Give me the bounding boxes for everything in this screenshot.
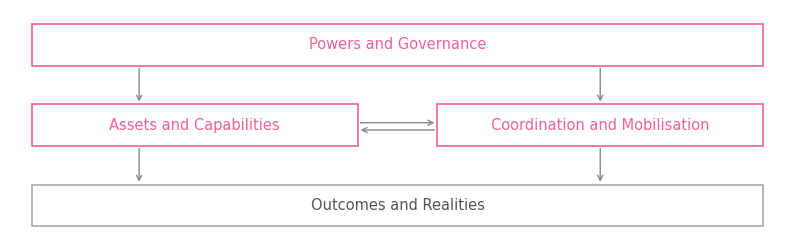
FancyBboxPatch shape (32, 185, 763, 226)
Text: Powers and Governance: Powers and Governance (308, 37, 487, 52)
Text: Assets and Capabilities: Assets and Capabilities (110, 118, 280, 133)
FancyBboxPatch shape (437, 104, 763, 146)
Text: Coordination and Mobilisation: Coordination and Mobilisation (491, 118, 709, 133)
Text: Outcomes and Realities: Outcomes and Realities (311, 198, 484, 213)
FancyBboxPatch shape (32, 104, 358, 146)
FancyBboxPatch shape (32, 24, 763, 66)
